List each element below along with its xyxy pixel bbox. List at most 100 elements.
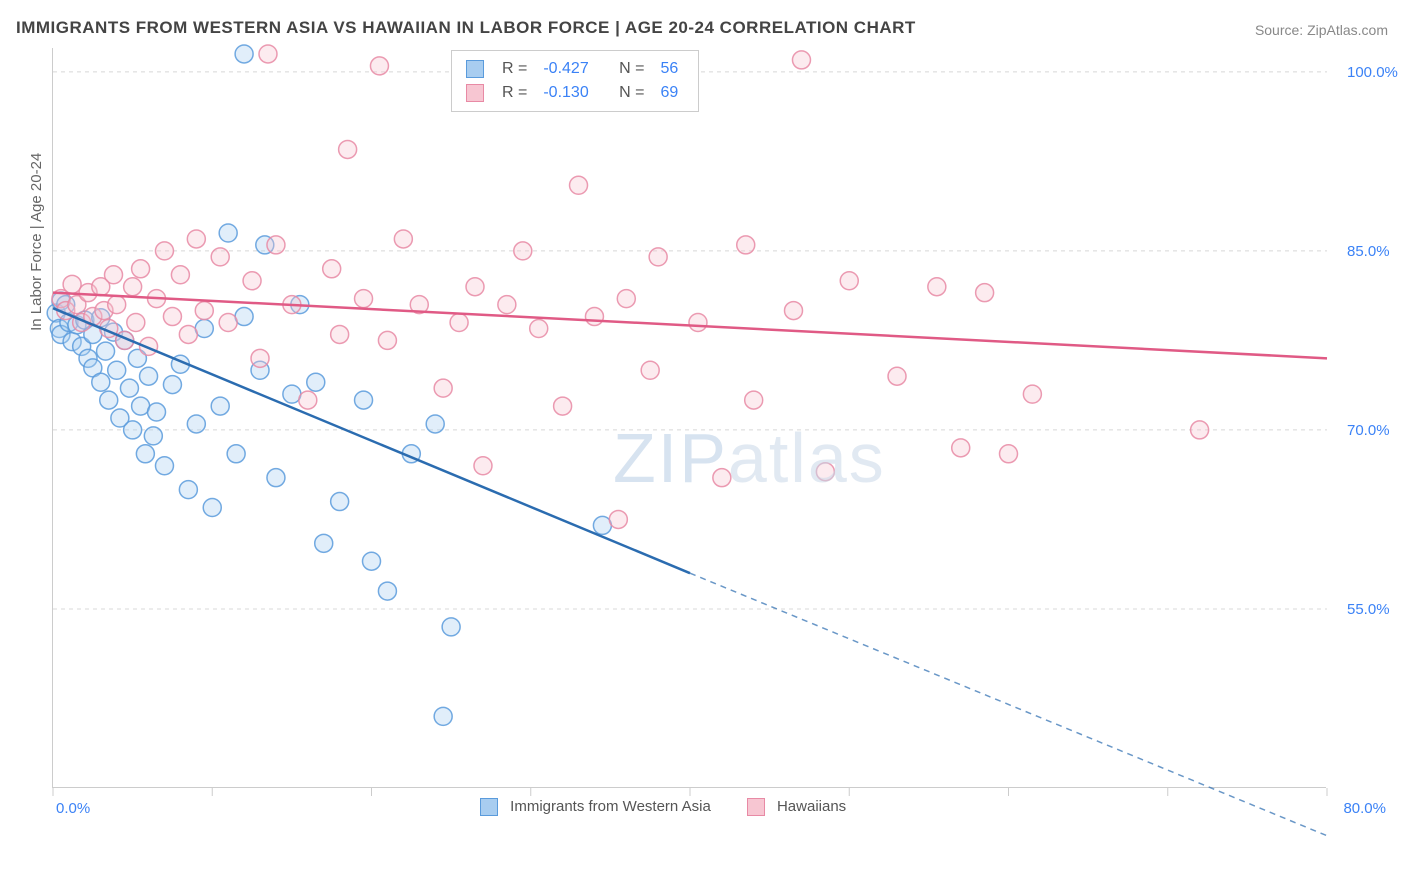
data-point (315, 534, 333, 552)
n-value-1: 56 (661, 57, 679, 81)
data-point (363, 552, 381, 570)
data-point (195, 302, 213, 320)
data-point (251, 349, 269, 367)
data-point (426, 415, 444, 433)
data-point (952, 439, 970, 457)
data-point (434, 707, 452, 725)
n-value-2: 69 (661, 81, 679, 105)
data-point (323, 260, 341, 278)
data-point (976, 284, 994, 302)
swatch-pink-icon (466, 84, 484, 102)
data-point (713, 469, 731, 487)
data-point (219, 314, 237, 332)
data-point (466, 278, 484, 296)
correlation-legend: R = -0.427 N = 56 R = -0.130 N = 69 (451, 50, 699, 112)
data-point (108, 361, 126, 379)
data-point (171, 266, 189, 284)
n-label: N = (619, 57, 644, 81)
swatch-blue-icon (466, 60, 484, 78)
data-point (928, 278, 946, 296)
data-point (124, 421, 142, 439)
y-axis-title: In Labor Force | Age 20-24 (28, 153, 45, 331)
data-point (259, 45, 277, 63)
data-point (498, 296, 516, 314)
data-point (355, 290, 373, 308)
data-point (243, 272, 261, 290)
data-point (394, 230, 412, 248)
data-point (434, 379, 452, 397)
legend-label-2: Hawaiians (777, 798, 846, 815)
r-label: R = (502, 81, 527, 105)
data-point (163, 308, 181, 326)
data-point (617, 290, 635, 308)
data-point (331, 493, 349, 511)
data-point (124, 278, 142, 296)
data-point (179, 325, 197, 343)
data-point (144, 427, 162, 445)
r-label: R = (502, 57, 527, 81)
data-point (140, 367, 158, 385)
corr-row-2: R = -0.130 N = 69 (466, 81, 684, 105)
data-point (450, 314, 468, 332)
data-point (1023, 385, 1041, 403)
data-point (888, 367, 906, 385)
data-point (641, 361, 659, 379)
legend-bottom: Immigrants from Western Asia Hawaiians (480, 798, 846, 816)
data-point (211, 248, 229, 266)
data-point (267, 469, 285, 487)
plot-area: 55.0%70.0%85.0%100.0% ZIPatlas R = -0.42… (52, 48, 1326, 788)
data-point (745, 391, 763, 409)
data-point (792, 51, 810, 69)
data-point (187, 415, 205, 433)
data-point (108, 296, 126, 314)
data-point (203, 499, 221, 517)
swatch-blue-icon (480, 798, 498, 816)
data-point (570, 176, 588, 194)
regression-line-extrapolated (690, 573, 1327, 836)
source-label: Source: ZipAtlas.com (1255, 22, 1388, 38)
data-point (187, 230, 205, 248)
data-point (649, 248, 667, 266)
legend-item-2: Hawaiians (747, 798, 846, 816)
data-point (227, 445, 245, 463)
data-point (370, 57, 388, 75)
data-point (155, 242, 173, 260)
data-point (474, 457, 492, 475)
data-point (339, 140, 357, 158)
data-point (127, 314, 145, 332)
data-point (514, 242, 532, 260)
data-point (331, 325, 349, 343)
y-tick-label: 100.0% (1347, 64, 1398, 81)
swatch-pink-icon (747, 798, 765, 816)
data-point (63, 275, 81, 293)
x-max-label: 80.0% (1343, 800, 1386, 817)
data-point (267, 236, 285, 254)
data-point (97, 342, 115, 360)
corr-row-1: R = -0.427 N = 56 (466, 57, 684, 81)
data-point (609, 510, 627, 528)
data-point (100, 391, 118, 409)
data-point (689, 314, 707, 332)
data-point (355, 391, 373, 409)
r-value-1: -0.427 (543, 57, 588, 81)
data-point (155, 457, 173, 475)
data-point (1191, 421, 1209, 439)
data-point (737, 236, 755, 254)
y-tick-label: 55.0% (1347, 601, 1390, 618)
data-point (1000, 445, 1018, 463)
data-point (163, 376, 181, 394)
x-min-label: 0.0% (56, 800, 90, 817)
y-tick-label: 70.0% (1347, 422, 1390, 439)
data-point (132, 260, 150, 278)
data-point (92, 373, 110, 391)
data-point (816, 463, 834, 481)
chart-title: IMMIGRANTS FROM WESTERN ASIA VS HAWAIIAN… (16, 18, 916, 38)
data-point (554, 397, 572, 415)
y-tick-label: 85.0% (1347, 243, 1390, 260)
data-point (442, 618, 460, 636)
scatter-svg: 55.0%70.0%85.0%100.0% (53, 48, 1327, 788)
data-point (105, 266, 123, 284)
data-point (235, 45, 253, 63)
legend-item-1: Immigrants from Western Asia (480, 798, 711, 816)
data-point (136, 445, 154, 463)
